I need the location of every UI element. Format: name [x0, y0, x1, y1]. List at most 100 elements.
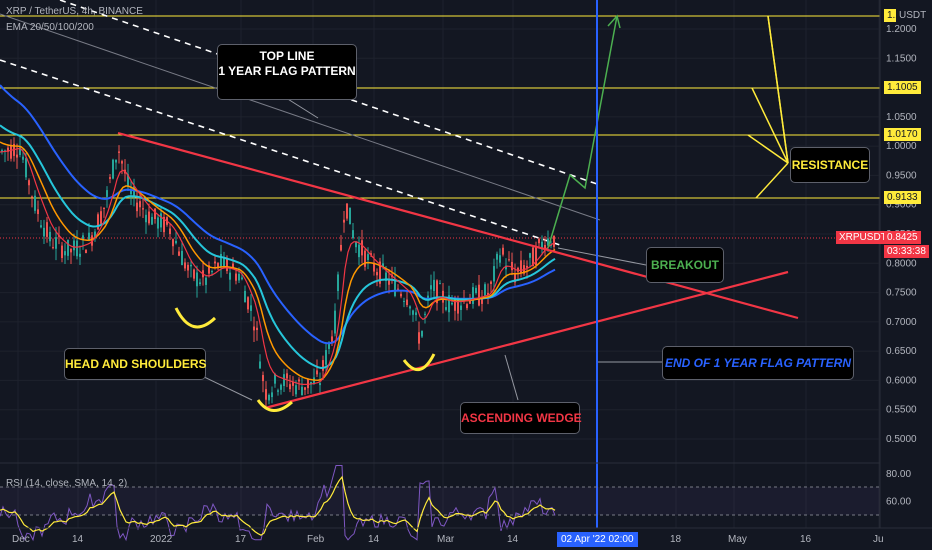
candle-body	[235, 273, 237, 281]
rsi-legend[interactable]: RSI (14, close, SMA, 14, 2)	[6, 478, 128, 489]
time-tick-8: 18	[670, 534, 682, 545]
currency-tag: USDT	[896, 9, 930, 22]
time-tick-6: Mar	[437, 534, 455, 545]
candle-body	[67, 239, 69, 256]
candle-body	[322, 360, 324, 371]
hs-pointer	[199, 374, 253, 401]
resistance-tag-3[interactable]: 1.0170	[884, 128, 921, 141]
candle-body	[394, 278, 396, 296]
price-tick-13: 0.5500	[886, 405, 917, 416]
symbol-legend[interactable]: XRP / TetherUS, 4h, BINANCE	[6, 6, 143, 17]
current-date-tag[interactable]: 02 Apr '22 02:00	[557, 532, 638, 547]
candle-body	[82, 235, 84, 241]
candle-body	[529, 253, 531, 258]
candle-body	[319, 383, 321, 386]
time-tick-11: Ju	[873, 534, 884, 545]
candle-body	[34, 195, 36, 211]
top-line-text-1: TOP LINE	[259, 49, 315, 63]
price-tick-0: 1.2000	[886, 24, 917, 35]
candle-body	[406, 299, 408, 306]
resistance-tag-4[interactable]: 0.9133	[884, 191, 921, 204]
candle-body	[85, 249, 87, 254]
candle-body	[61, 245, 63, 259]
candle-body	[268, 394, 270, 401]
candle-body	[424, 313, 426, 315]
end-flag-callout: END OF 1 YEAR FLAG PATTERN	[662, 346, 854, 380]
candle-body	[514, 273, 516, 283]
last-price-tag[interactable]: 0.8425	[884, 231, 921, 244]
price-tick-1: 1.1500	[886, 53, 917, 64]
candle-body	[190, 264, 192, 267]
breakout-arrow-head	[607, 14, 621, 29]
time-axis[interactable]: Dec 14 2022 17 Feb 14 Mar 14 18 May 16 Ju	[12, 534, 884, 545]
flag-top-solid-grey	[0, 13, 601, 221]
candle-body	[403, 300, 405, 302]
ema-legend[interactable]: EMA 20/50/100/200	[6, 22, 94, 33]
candle-body	[469, 300, 471, 304]
candle-body	[49, 231, 51, 242]
candle-body	[547, 238, 549, 246]
candle-body	[532, 247, 534, 267]
candle-body	[238, 273, 240, 281]
candle-body	[352, 230, 354, 239]
candle-body	[28, 180, 30, 186]
candle-body	[460, 305, 462, 310]
candle-body	[499, 255, 501, 263]
candle-body	[241, 277, 243, 280]
rsi-pane	[0, 465, 880, 542]
candle-body	[154, 208, 156, 220]
candle-body	[277, 390, 279, 392]
candle-body	[94, 231, 96, 239]
resistance-tag-2[interactable]: 1.1005	[884, 81, 921, 94]
candle-body	[316, 370, 318, 375]
price-tick-5: 0.9500	[886, 170, 917, 181]
candle-body	[466, 304, 468, 309]
candle-body	[502, 247, 504, 255]
candle-body	[475, 287, 477, 293]
candle-body	[16, 154, 18, 158]
time-tick-10: 16	[800, 534, 812, 545]
time-tick-5: 14	[368, 534, 380, 545]
price-tick-11: 0.6500	[886, 346, 917, 357]
rsi-axis[interactable]: 80.00 60.00	[886, 469, 911, 508]
symbol-tag[interactable]: XRPUSDT	[836, 231, 890, 244]
candle-body	[520, 260, 522, 273]
candle-body	[397, 288, 399, 290]
candle-body	[199, 282, 201, 285]
candle-body	[346, 203, 348, 219]
candle-body	[40, 225, 42, 228]
left-shoulder-marker	[174, 307, 217, 329]
price-tick-6: 0.9000	[886, 200, 917, 211]
candle-body	[175, 240, 177, 244]
candle-body	[37, 209, 39, 215]
candle-body	[178, 251, 180, 256]
candle-body	[121, 161, 123, 164]
candle-body	[364, 250, 366, 267]
candle-body	[25, 158, 27, 178]
candle-body	[22, 156, 24, 160]
candle-body	[367, 254, 369, 261]
candle-body	[436, 280, 438, 304]
candle-body	[511, 261, 513, 271]
candle-body	[430, 285, 432, 290]
candle-body	[142, 208, 144, 210]
right-shoulder-marker	[402, 353, 436, 371]
candle-body	[505, 265, 507, 270]
candle-body	[286, 373, 288, 379]
time-tick-9: May	[728, 534, 747, 545]
wedge-pointer	[504, 354, 519, 401]
candle-body	[115, 159, 117, 163]
ema100-line	[0, 124, 556, 370]
candle-body	[376, 272, 378, 276]
candle-body	[280, 384, 282, 390]
candle-body	[271, 392, 273, 398]
candle-body	[1, 149, 3, 152]
candle-body	[247, 297, 249, 310]
candle-body	[172, 239, 174, 247]
price-tick-12: 0.6000	[886, 375, 917, 386]
candle-body	[493, 266, 495, 282]
rsi-line	[0, 465, 556, 542]
candle-body	[427, 295, 429, 300]
candle-body	[70, 248, 72, 253]
resistance-arrow-4	[755, 162, 789, 199]
